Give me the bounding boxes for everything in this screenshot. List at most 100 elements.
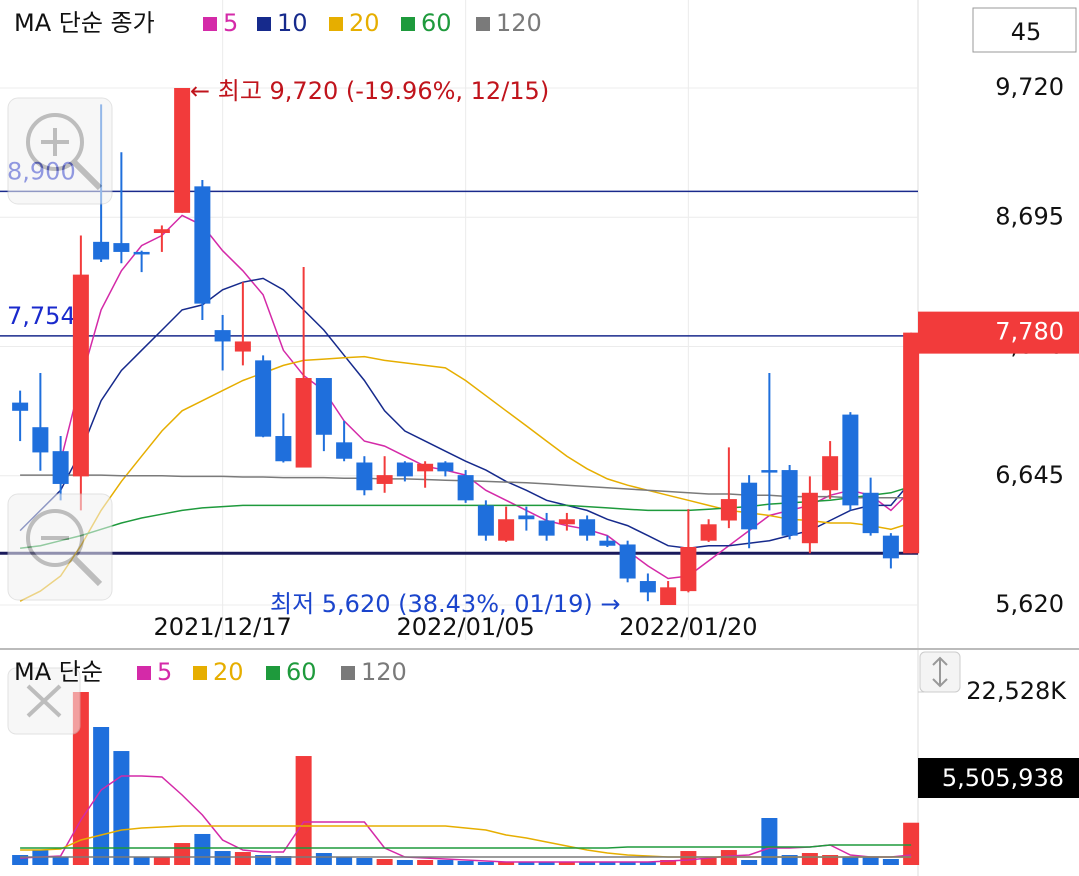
volume-bar (842, 857, 859, 865)
candle-body (761, 470, 778, 473)
current-volume-box (918, 758, 1079, 798)
candle-body (174, 88, 191, 213)
volume-bar (315, 853, 332, 865)
candle-body (214, 330, 231, 342)
ma-line (19, 277, 912, 550)
candle-body (133, 251, 150, 255)
y-tick-label: 22,528K (966, 677, 1067, 705)
volume-bar (93, 727, 110, 865)
legend-swatch (203, 17, 217, 31)
volume-bar (639, 862, 656, 865)
legend-label: 10 (277, 9, 308, 37)
legend-label: 120 (496, 9, 542, 37)
candle-body (376, 475, 393, 484)
legend-swatch (476, 17, 490, 31)
volume-bar (234, 852, 251, 865)
volume-bar (579, 862, 596, 865)
candle-body (315, 378, 332, 435)
candle-body (498, 519, 515, 541)
volume-bar (174, 843, 191, 865)
candle-body (538, 520, 555, 536)
volume-bar (903, 822, 920, 865)
volume-bar (538, 862, 555, 865)
volume-bar (761, 818, 778, 865)
volume-bar (295, 756, 312, 865)
candle-body (275, 436, 292, 462)
x-tick-label: 2021/12/17 (153, 613, 291, 641)
volume-bar (194, 833, 211, 865)
volume-bar (437, 860, 454, 865)
candle-body (153, 229, 170, 234)
candle-body (52, 451, 69, 484)
current-price-label: 7,780 (995, 318, 1064, 346)
volume-bar (457, 861, 474, 865)
legend-label: 60 (286, 658, 317, 686)
x-tick-label: 2022/01/20 (619, 613, 757, 641)
volume-bar (822, 855, 839, 865)
candle-body (437, 462, 454, 472)
resize-button[interactable] (919, 651, 961, 693)
volume-bar (376, 859, 393, 865)
visible-count: 45 (1011, 18, 1042, 46)
candle-body (862, 492, 879, 534)
volume-bar (660, 860, 677, 865)
price-legend-title: MA 단순 종가 (14, 9, 155, 37)
volume-bar (214, 851, 231, 865)
ma-line (20, 844, 912, 849)
volume-bar (862, 857, 879, 865)
legend-label: 120 (361, 658, 407, 686)
count-box (972, 7, 1077, 53)
volume-bar (801, 853, 818, 865)
candle-body (396, 462, 413, 477)
reference-label: 7,754 (7, 302, 76, 330)
candle-body (356, 462, 373, 491)
candle-body (255, 360, 272, 437)
zoom-out-button[interactable] (7, 493, 113, 601)
volume-bar (518, 862, 535, 865)
legend-label: 20 (349, 9, 380, 37)
x-tick-label: 2022/01/05 (396, 613, 534, 641)
legend-label: 5 (223, 9, 238, 37)
legend-label: 20 (213, 658, 244, 686)
candle-body (336, 442, 353, 459)
ma-line (20, 775, 912, 863)
legend-swatch (329, 17, 343, 31)
legend-label: 60 (421, 9, 452, 37)
candle-body (72, 274, 89, 477)
candle-body (801, 492, 818, 544)
y-tick-label: 9,720 (995, 73, 1064, 101)
volume-bar (275, 856, 292, 865)
candle-body (32, 427, 49, 453)
candle-body (579, 519, 596, 536)
candle-body (295, 378, 312, 468)
candle-body (599, 540, 616, 546)
candle-body (680, 546, 697, 592)
candle-body (741, 482, 758, 530)
candle-body (518, 515, 535, 520)
low-annotation: 최저 5,620 (38.43%, 01/19) → (270, 590, 621, 618)
volume-bar (336, 857, 353, 865)
candle-body (639, 581, 656, 593)
close-button[interactable] (7, 667, 81, 735)
candle-body (558, 519, 575, 525)
volume-bar (417, 860, 434, 865)
y-tick-label: 8,695 (995, 202, 1064, 230)
candle-body (93, 241, 110, 260)
candle-body (700, 524, 717, 541)
legend-swatch (401, 17, 415, 31)
volume-bar (599, 862, 616, 865)
candle-body (619, 544, 636, 579)
ma-line (20, 485, 912, 550)
volume-bar (498, 862, 515, 865)
volume-bar (882, 859, 899, 865)
volume-bar (12, 855, 29, 865)
current-price-box (918, 311, 1079, 354)
volume-bar (356, 858, 373, 865)
volume-bar (700, 858, 717, 865)
legend-swatch (193, 666, 207, 680)
legend-swatch (257, 17, 271, 31)
zoom-in-button[interactable] (7, 97, 113, 205)
candle-body (194, 186, 211, 304)
volume-bar (396, 860, 413, 865)
